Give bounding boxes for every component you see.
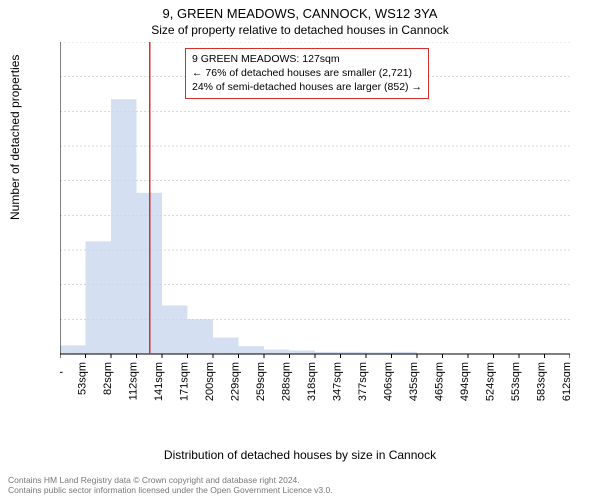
svg-text:465sqm: 465sqm [434,362,446,401]
x-axis-label: Distribution of detached houses by size … [0,448,600,462]
svg-text:583sqm: 583sqm [536,362,548,401]
chart-title-line2: Size of property relative to detached ho… [0,21,600,37]
footer-attribution: Contains HM Land Registry data © Crown c… [8,475,333,496]
svg-text:377sqm: 377sqm [357,362,369,401]
svg-text:288sqm: 288sqm [281,362,293,401]
svg-text:347sqm: 347sqm [332,362,344,401]
infobox-line1: 9 GREEN MEADOWS: 127sqm [192,52,422,66]
svg-text:553sqm: 553sqm [510,362,522,401]
svg-text:259sqm: 259sqm [255,362,267,401]
svg-text:229sqm: 229sqm [230,362,242,401]
svg-text:23sqm: 23sqm [60,362,63,395]
footer-line1: Contains HM Land Registry data © Crown c… [8,475,333,486]
svg-text:494sqm: 494sqm [459,362,471,401]
svg-text:524sqm: 524sqm [485,362,497,401]
svg-text:53sqm: 53sqm [77,362,89,395]
footer-line2: Contains public sector information licen… [8,485,333,496]
info-box: 9 GREEN MEADOWS: 127sqm ← 76% of detache… [185,48,429,99]
svg-text:435sqm: 435sqm [408,362,420,401]
chart-container: 9, GREEN MEADOWS, CANNOCK, WS12 3YA Size… [0,0,600,500]
svg-text:406sqm: 406sqm [383,362,395,401]
svg-text:200sqm: 200sqm [204,362,216,401]
y-axis-label: Number of detached properties [8,55,22,220]
infobox-line2: ← 76% of detached houses are smaller (2,… [192,66,422,80]
svg-text:318sqm: 318sqm [306,362,318,401]
svg-text:141sqm: 141sqm [153,362,165,401]
infobox-line3: 24% of semi-detached houses are larger (… [192,80,422,94]
svg-text:112sqm: 112sqm [128,362,140,400]
svg-text:612sqm: 612sqm [561,362,570,401]
plot-area: 02004006008001000120014001600180023sqm53… [60,42,570,402]
svg-text:171sqm: 171sqm [179,362,191,401]
svg-text:82sqm: 82sqm [102,362,114,395]
chart-title-line1: 9, GREEN MEADOWS, CANNOCK, WS12 3YA [0,0,600,21]
